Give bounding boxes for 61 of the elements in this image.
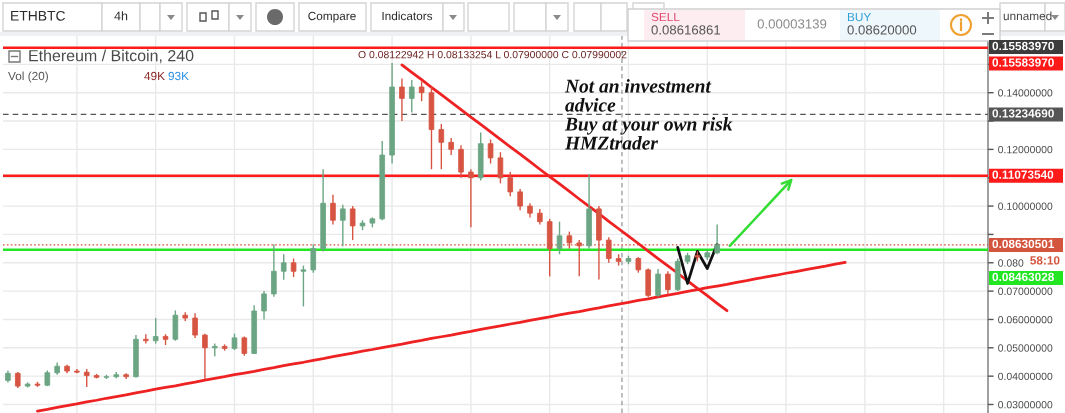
annotation: 93K xyxy=(168,71,189,81)
text: 0.00003139 xyxy=(757,19,827,29)
candlestick xyxy=(714,223,720,255)
text: 0.15583970 xyxy=(992,41,1054,51)
candlestick xyxy=(655,268,661,298)
annotation: Vol (20) xyxy=(8,71,48,83)
candlestick xyxy=(241,335,248,357)
candlestick xyxy=(605,236,612,264)
y-tick-label: 0.10000000 xyxy=(998,202,1053,210)
y-tick-label: 0.05000000 xyxy=(998,344,1053,352)
text: 58:10 xyxy=(1030,256,1060,265)
candlestick xyxy=(458,144,464,179)
y-tick-label: 0.03000000 xyxy=(998,401,1053,409)
candlestick xyxy=(310,243,317,274)
candlestick xyxy=(399,77,405,122)
y-tick-label: 0.06000000 xyxy=(998,315,1053,324)
y-tick-label: 0.04000000 xyxy=(998,372,1053,381)
candlestick xyxy=(556,220,563,255)
candlestick xyxy=(300,264,307,308)
ref-line-label: 0.13234690 xyxy=(992,109,1054,118)
ref-line-label: 0.11073540 xyxy=(992,170,1054,179)
annotation: 49K xyxy=(144,71,165,81)
candlestick xyxy=(517,188,523,212)
text: Indicators xyxy=(382,11,433,21)
y-tick-label: 0.080 xyxy=(998,259,1024,267)
annotation: Not an investment advice Buy at your own risk HMZtrader xyxy=(564,79,733,150)
y-tick-label: 0.07000000 xyxy=(998,287,1053,295)
candlestick xyxy=(152,317,159,345)
candlestick xyxy=(438,123,445,170)
text: SELL xyxy=(651,12,680,22)
candlestick xyxy=(340,203,346,248)
candlestick xyxy=(408,79,415,114)
candlestick xyxy=(143,333,149,345)
ref-line-label: 0.15583970 xyxy=(992,58,1054,67)
text: Ethereum / Bitcoin, 240 xyxy=(29,49,194,64)
candlestick xyxy=(497,151,504,185)
annotation: O 0.08122942 H 0.08133254 L 0.07900000 C 0.07990002 xyxy=(358,50,627,59)
text: BUY xyxy=(847,12,872,22)
candlestick xyxy=(487,138,494,165)
candlestick xyxy=(665,270,671,295)
text: unnamed xyxy=(1003,11,1052,21)
candlestick xyxy=(271,243,277,298)
text: Compare xyxy=(308,11,356,23)
ref-line-label: 0.08630501 xyxy=(992,239,1055,249)
text: 0.08620000 xyxy=(847,25,917,35)
candlestick xyxy=(468,168,474,229)
candlestick xyxy=(202,332,208,380)
candlestick xyxy=(349,205,356,241)
candlestick xyxy=(261,290,267,321)
candlestick xyxy=(280,253,287,281)
candlestick xyxy=(418,80,425,102)
y-tick-label: 0.14000000 xyxy=(998,89,1053,97)
candlestick xyxy=(507,171,514,197)
candlestick xyxy=(192,312,198,339)
text: ETHBTC xyxy=(11,10,66,21)
text: 0.08616861 xyxy=(651,25,721,35)
text: 4h xyxy=(114,11,128,21)
y-tick-label: 0.12000000 xyxy=(998,145,1053,154)
candlestick xyxy=(290,257,297,278)
candlestick xyxy=(330,194,336,226)
ref-line-label: 0.08463028 xyxy=(992,272,1055,282)
